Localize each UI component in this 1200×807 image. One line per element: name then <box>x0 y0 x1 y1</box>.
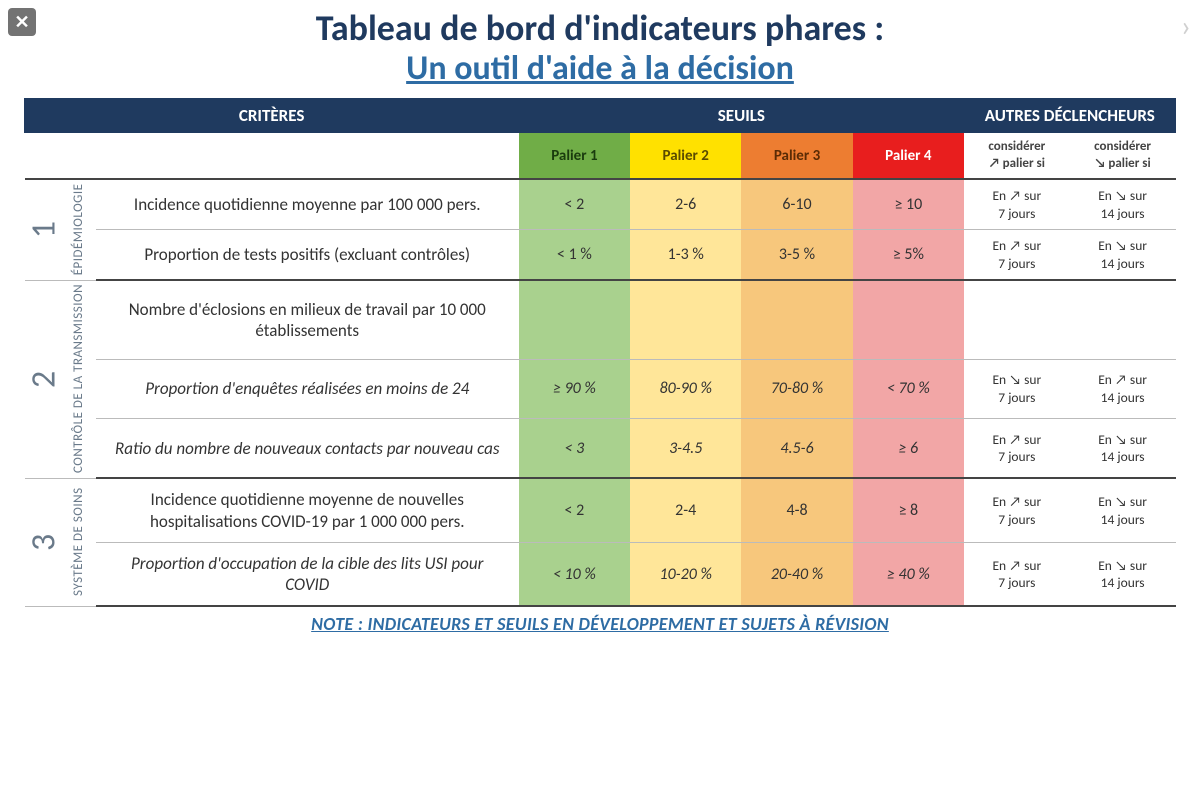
trig-down-suffix: si <box>1142 156 1150 171</box>
palier-cell <box>519 280 630 359</box>
header-criteres: CRITÈRES <box>25 99 519 133</box>
trigger-down-cell: En ↘ sur14 jours <box>1070 542 1176 606</box>
palier-cell: 2-4 <box>630 478 741 542</box>
palier-cell: 80-90 % <box>630 359 741 418</box>
group-number: 3 <box>25 478 63 606</box>
criterion-cell: Proportion de tests positifs (excluant c… <box>96 230 519 281</box>
table-row: Proportion d'enquêtes réalisées en moins… <box>25 359 1176 418</box>
palier-cell <box>741 280 852 359</box>
criterion-cell: Proportion d'occupation de la cible des … <box>96 542 519 606</box>
header-palier-3: Palier 3 <box>741 133 852 179</box>
palier-cell: < 1 % <box>519 230 630 281</box>
criterion-cell: Ratio du nombre de nouveaux contacts par… <box>96 418 519 478</box>
header-palier-4: Palier 4 <box>853 133 964 179</box>
trigger-up-cell: En ↗ sur7 jours <box>964 230 1070 281</box>
header-blank <box>25 133 519 179</box>
palier-cell: 3-5 % <box>741 230 852 281</box>
trigger-up-cell: En ↘ sur7 jours <box>964 359 1070 418</box>
trigger-down-cell: En ↘ sur14 jours <box>1070 478 1176 542</box>
palier-cell: ≥ 6 <box>853 418 964 478</box>
palier-cell: ≥ 5% <box>853 230 964 281</box>
footer-note: NOTE : INDICATEURS ET SEUILS EN DÉVELOPP… <box>24 613 1176 635</box>
palier-cell: ≥ 8 <box>853 478 964 542</box>
indicator-table: CRITÈRES SEUILS AUTRES DÉCLENCHEURS Pali… <box>24 98 1176 607</box>
trigger-down-cell: En ↘ sur14 jours <box>1070 179 1176 230</box>
header-seuils: SEUILS <box>519 99 964 133</box>
criterion-cell: Incidence quotidienne moyenne par 100 00… <box>96 179 519 230</box>
palier-cell: < 2 <box>519 478 630 542</box>
palier-cell: 4-8 <box>741 478 852 542</box>
palier-cell: < 10 % <box>519 542 630 606</box>
palier-cell: ≥ 90 % <box>519 359 630 418</box>
group-number: 2 <box>25 280 63 478</box>
header-palier-1: Palier 1 <box>519 133 630 179</box>
criterion-cell: Nombre d'éclosions en milieux de travail… <box>96 280 519 359</box>
palier-cell: 70-80 % <box>741 359 852 418</box>
criterion-cell: Incidence quotidienne moyenne de nouvell… <box>96 478 519 542</box>
trigger-up-cell: En ↗ sur7 jours <box>964 478 1070 542</box>
palier-cell <box>853 280 964 359</box>
header-autres: AUTRES DÉCLENCHEURS <box>964 99 1176 133</box>
group-number: 1 <box>25 179 63 280</box>
palier-cell: 1-3 % <box>630 230 741 281</box>
palier-cell: < 70 % <box>853 359 964 418</box>
palier-cell: 4.5-6 <box>741 418 852 478</box>
header-row-2: Palier 1 Palier 2 Palier 3 Palier 4 cons… <box>25 133 1176 179</box>
table-row: 2CONTRÔLE DE LA TRANSMISSIONNombre d'écl… <box>25 280 1176 359</box>
group-label: SYSTÈME DE SOINS <box>62 478 95 606</box>
palier-cell: ≥ 40 % <box>853 542 964 606</box>
group-label: CONTRÔLE DE LA TRANSMISSION <box>62 280 95 478</box>
trig-down-prefix: considérer <box>1094 139 1151 154</box>
palier-cell: 10-20 % <box>630 542 741 606</box>
trig-up-suffix: si <box>1037 156 1045 171</box>
palier-cell: 3-4.5 <box>630 418 741 478</box>
palier-cell <box>630 280 741 359</box>
criterion-cell: Proportion d'enquêtes réalisées en moins… <box>96 359 519 418</box>
table-row: Ratio du nombre de nouveaux contacts par… <box>25 418 1176 478</box>
palier-cell: 2-6 <box>630 179 741 230</box>
close-icon[interactable]: ✕ <box>8 8 36 36</box>
chevron-right-icon[interactable]: › <box>1176 6 1196 46</box>
palier-cell: 20-40 % <box>741 542 852 606</box>
header-trigger-up: considérer ↗ palier si <box>964 133 1070 179</box>
palier-cell: 6-10 <box>741 179 852 230</box>
group-label: ÉPIDÉMIOLOGIE <box>62 179 95 280</box>
trig-up-prefix: considérer <box>988 139 1045 154</box>
table-row: Proportion d'occupation de la cible des … <box>25 542 1176 606</box>
table-row: Proportion de tests positifs (excluant c… <box>25 230 1176 281</box>
header-row-1: CRITÈRES SEUILS AUTRES DÉCLENCHEURS <box>25 99 1176 133</box>
page-title: Tableau de bord d'indicateurs phares : <box>24 8 1176 49</box>
header-palier-2: Palier 2 <box>630 133 741 179</box>
palier-cell: < 3 <box>519 418 630 478</box>
table-row: 1ÉPIDÉMIOLOGIEIncidence quotidienne moye… <box>25 179 1176 230</box>
trigger-up-cell <box>964 280 1070 359</box>
trigger-up-cell: En ↗ sur7 jours <box>964 179 1070 230</box>
page-subtitle: Un outil d'aide à la décision <box>24 49 1176 88</box>
dashboard-table-page: Tableau de bord d'indicateurs phares : U… <box>0 0 1200 635</box>
trigger-down-cell: En ↘ sur14 jours <box>1070 230 1176 281</box>
trigger-up-cell: En ↗ sur7 jours <box>964 418 1070 478</box>
table-row: 3SYSTÈME DE SOINSIncidence quotidienne m… <box>25 478 1176 542</box>
trigger-down-cell: En ↘ sur14 jours <box>1070 418 1176 478</box>
header-trigger-down: considérer ↘ palier si <box>1070 133 1176 179</box>
palier-cell: < 2 <box>519 179 630 230</box>
trigger-down-cell <box>1070 280 1176 359</box>
trigger-down-cell: En ↗ sur14 jours <box>1070 359 1176 418</box>
trigger-up-cell: En ↗ sur7 jours <box>964 542 1070 606</box>
palier-cell: ≥ 10 <box>853 179 964 230</box>
